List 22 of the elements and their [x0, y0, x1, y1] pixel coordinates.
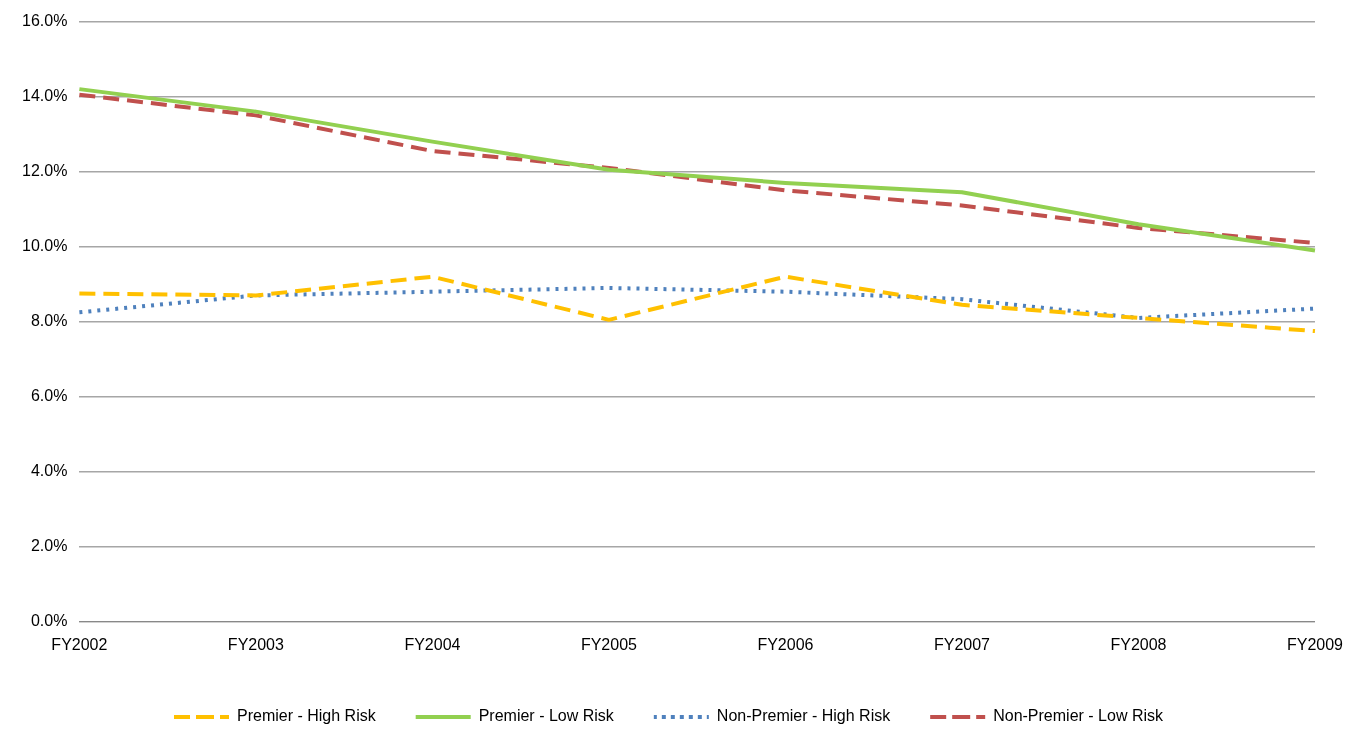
legend-label: Non-Premier - High Risk	[716, 707, 892, 725]
x-tick-label: FY2009	[1286, 635, 1344, 653]
x-tick-label: FY2005	[580, 635, 638, 653]
y-tick-label: 6.0%	[30, 387, 68, 405]
y-tick-label: 8.0%	[30, 312, 68, 330]
y-tick-label: 16.0%	[21, 12, 68, 30]
y-tick-label: 4.0%	[30, 462, 68, 480]
y-tick-label: 2.0%	[30, 537, 68, 555]
y-tick-label: 12.0%	[21, 162, 68, 180]
x-tick-label: FY2004	[404, 635, 461, 653]
y-tick-label: 0.0%	[30, 612, 68, 630]
legend-label: Non-Premier - Low Risk	[993, 707, 1164, 725]
x-tick-label: FY2006	[757, 635, 814, 653]
legend-label: Premier - High Risk	[237, 707, 377, 725]
legend-label: Premier - Low Risk	[478, 707, 615, 725]
line-series	[77, 274, 1317, 334]
x-tick-label: FY2002	[51, 635, 108, 653]
y-tick-label: 10.0%	[21, 237, 68, 255]
x-tick-label: FY2008	[1110, 635, 1167, 653]
x-tick-label: FY2003	[227, 635, 284, 653]
x-tick-label: FY2007	[933, 635, 991, 653]
y-tick-label: 14.0%	[21, 87, 68, 105]
